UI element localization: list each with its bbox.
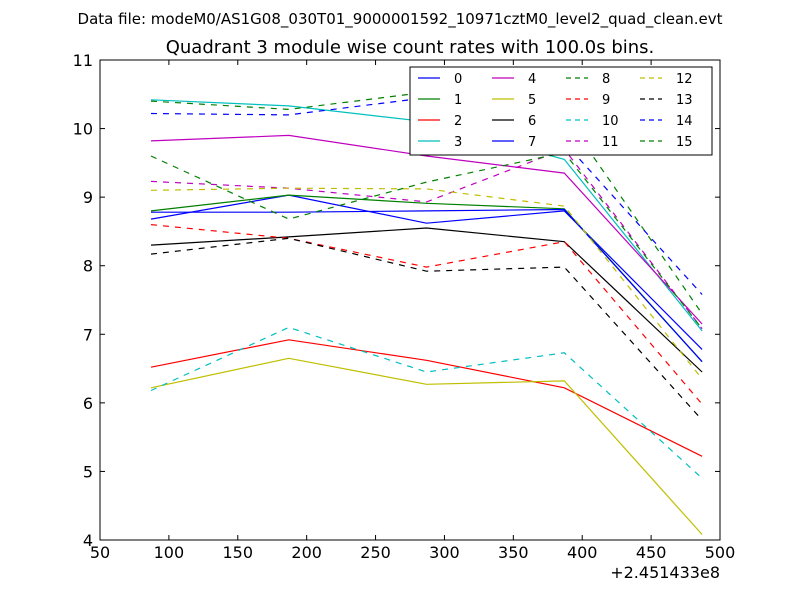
series-line-15 [150, 151, 703, 330]
file-title: Data file: modeM0/AS1G08_030T01_90000015… [78, 10, 723, 29]
series-line-5 [150, 357, 703, 535]
legend-box [409, 66, 713, 156]
legend-label-9: 9 [602, 93, 610, 108]
series-line-7 [151, 208, 703, 363]
legend-label-10: 10 [602, 114, 619, 129]
series-line-1 [150, 194, 703, 363]
x-tick-label: 50 [90, 543, 110, 562]
legend-label-5: 5 [528, 93, 536, 108]
series-line-9 [150, 224, 703, 405]
x-tick-label: 500 [705, 543, 736, 562]
series-line-4 [150, 134, 703, 325]
series-line-2 [150, 339, 703, 457]
series-line-13 [150, 237, 703, 421]
x-tick-label: 450 [636, 543, 667, 562]
x-tick-label: 400 [567, 543, 598, 562]
legend-label-14: 14 [676, 114, 693, 129]
chart-title: Quadrant 3 module wise count rates with … [166, 37, 655, 58]
x-tick-label: 300 [429, 543, 460, 562]
legend-label-4: 4 [528, 72, 536, 87]
legend-label-7: 7 [528, 135, 536, 150]
legend-label-11: 11 [602, 135, 619, 150]
series-line-11 [150, 148, 703, 330]
legend-label-13: 13 [676, 93, 693, 108]
legend-label-15: 15 [676, 135, 693, 150]
y-tick-label: 4 [83, 531, 93, 550]
series-line-6 [150, 227, 703, 373]
y-tick-label: 9 [83, 188, 93, 207]
y-tick-label: 6 [83, 394, 93, 413]
legend-label-3: 3 [454, 135, 462, 150]
y-tick-label: 5 [83, 462, 93, 481]
legend-label-2: 2 [454, 114, 462, 129]
y-tick-label: 8 [83, 257, 93, 276]
legend-label-6: 6 [528, 114, 536, 129]
series-layer [150, 91, 703, 535]
series-line-10 [150, 326, 703, 479]
x-tick-label: 350 [498, 543, 529, 562]
series-line-0 [150, 194, 703, 350]
legend-label-0: 0 [454, 72, 462, 87]
axes-frame [99, 59, 721, 541]
y-tick-label: 7 [83, 325, 93, 344]
x-offset-label: +2.451433e8 [610, 563, 720, 582]
x-tick-label: 150 [223, 543, 254, 562]
legend-label-12: 12 [676, 72, 693, 87]
y-tick-label: 11 [73, 51, 93, 70]
legend-label-1: 1 [454, 93, 462, 108]
y-tick-label: 10 [73, 120, 93, 139]
x-tick-label: 200 [291, 543, 322, 562]
x-tick-label: 250 [360, 543, 391, 562]
legend-label-8: 8 [602, 72, 610, 87]
x-tick-label: 100 [154, 543, 185, 562]
